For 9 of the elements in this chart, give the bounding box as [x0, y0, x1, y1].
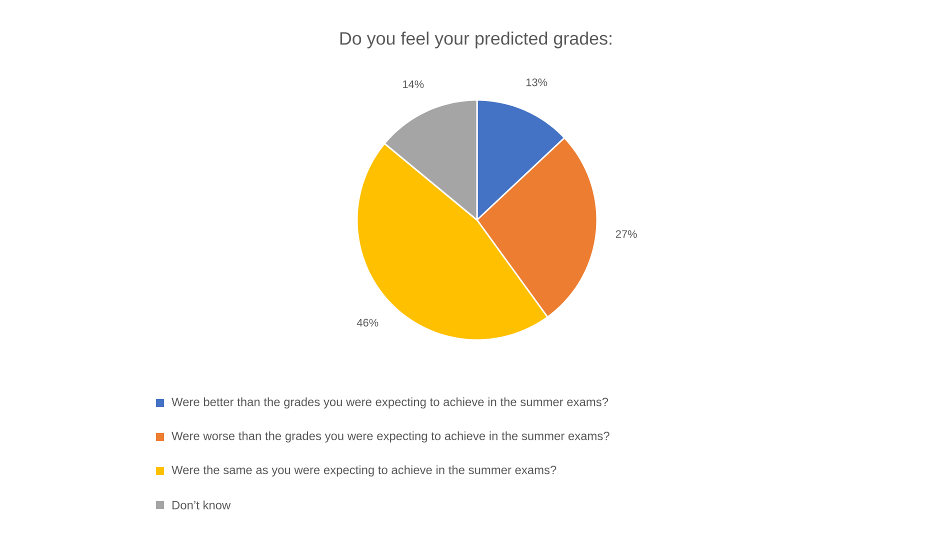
- data-label: 46%: [356, 318, 378, 327]
- data-label: 27%: [616, 230, 637, 238]
- legend-label: Were better than the grades you were expecting to achieve in the summer exams?: [172, 397, 608, 409]
- data-label: 13%: [526, 78, 548, 86]
- legend-label: Were worse than the grades you were expecting to achieve in the summer exams?: [172, 431, 610, 443]
- data-label: 14%: [403, 80, 424, 88]
- legend-label: Don’t know: [172, 500, 231, 510]
- chart-title: Do you feel your predicted grades:: [340, 32, 612, 48]
- legend-label: Were the same as you were expecting to achieve in the summer exams?: [172, 465, 556, 477]
